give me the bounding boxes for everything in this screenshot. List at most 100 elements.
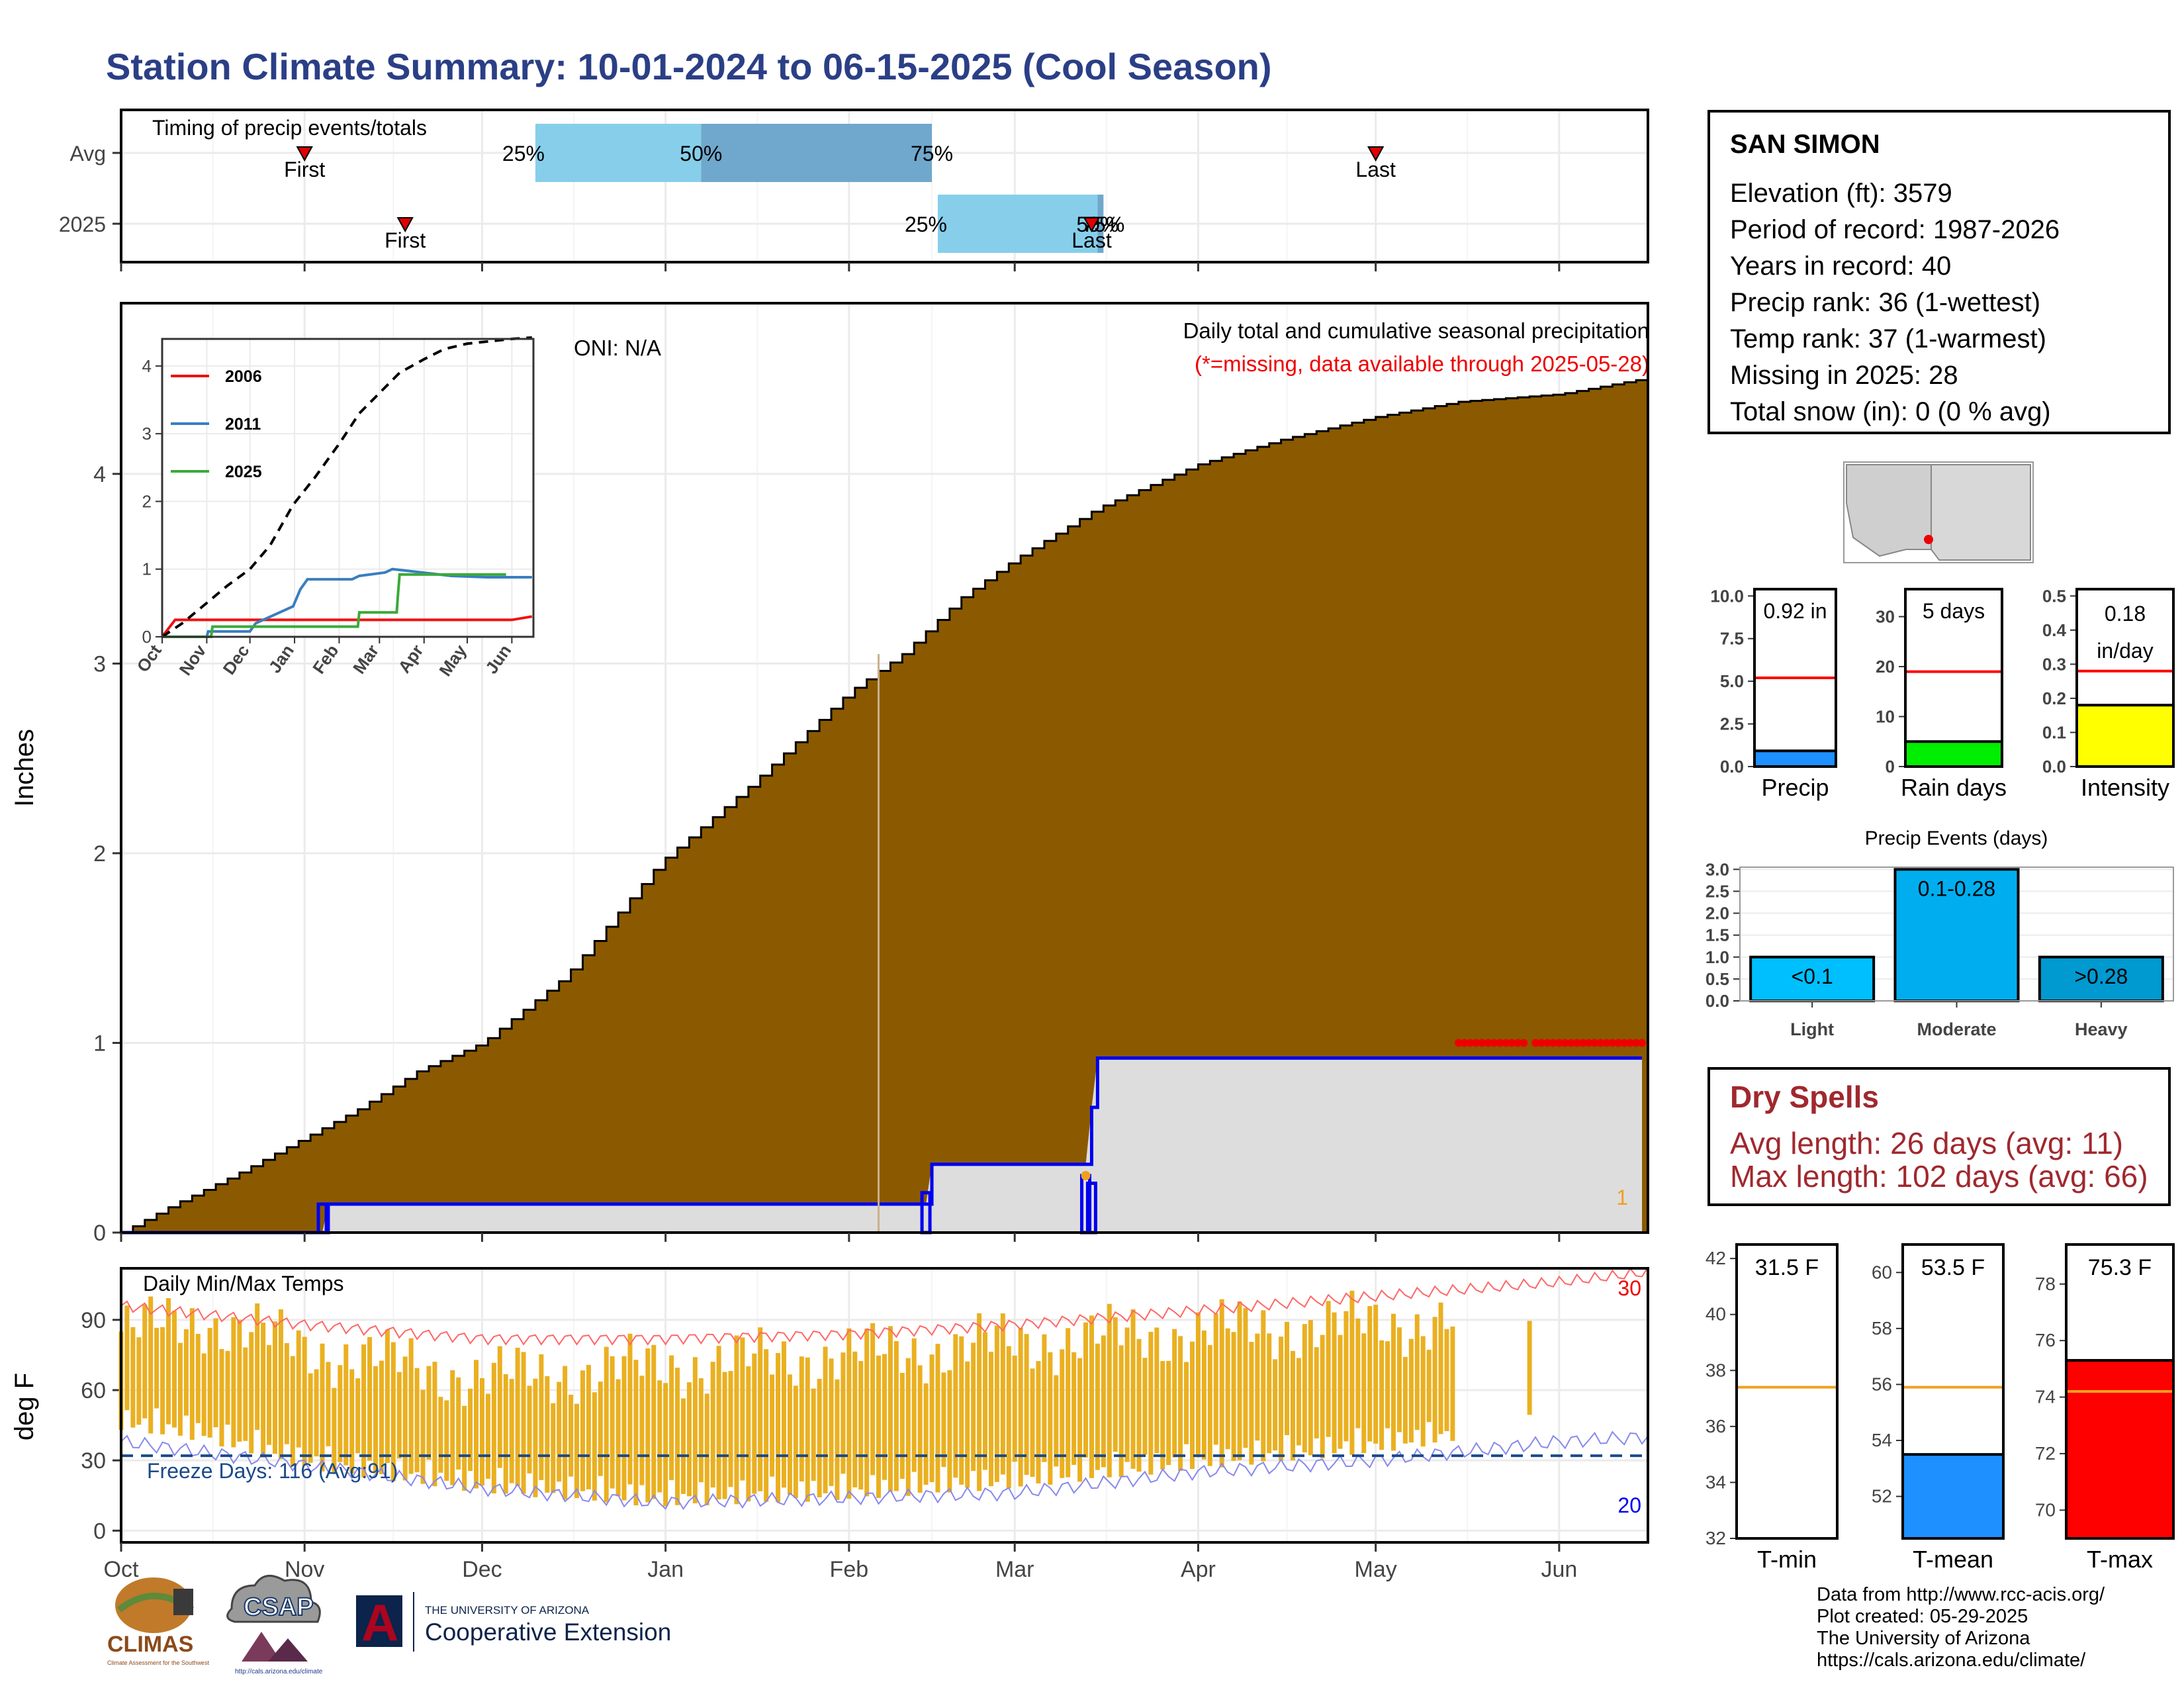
credits: Data from http://www.rcc-acis.org/ Plot …	[1817, 1584, 2105, 1671]
timing-last-label: Last	[1071, 228, 1112, 252]
events-y-tick-label: 1.0	[1706, 947, 1729, 967]
panel-name-T-min: T-min	[1757, 1546, 1817, 1573]
daily-temp-bar	[450, 1370, 455, 1485]
daily-temp-bar	[1060, 1349, 1065, 1478]
daily-temp-bar	[977, 1313, 982, 1491]
daily-temp-bar	[1201, 1330, 1206, 1460]
daily-temp-bar	[479, 1378, 484, 1486]
daily-temp-bar	[1243, 1308, 1248, 1448]
daily-temp-bar	[657, 1380, 662, 1493]
climas-subtext: Climate Assessment for the Southwest	[107, 1660, 210, 1666]
inset-x-tick-label: Feb	[308, 641, 342, 677]
daily-temp-bar	[1338, 1335, 1343, 1449]
panel-frame	[2065, 1243, 2175, 1540]
daily-temp-bar	[124, 1305, 130, 1411]
panel-y-tick-label: 0	[1886, 757, 1895, 776]
daily-temp-bar	[177, 1342, 183, 1436]
avg-max-line	[120, 1266, 1649, 1346]
daily-temp-bar	[1089, 1315, 1094, 1478]
panel-value-label-Rain days: 5 days	[1923, 599, 1985, 623]
daily-temp-bar	[1290, 1350, 1295, 1461]
daily-temp-bar	[249, 1332, 254, 1454]
inset-x-tick-label: Dec	[219, 641, 253, 678]
daily-temp-bar	[692, 1357, 698, 1503]
credit-data-source: Data from http://www.rcc-acis.org/	[1817, 1584, 2105, 1605]
timing-p25-label: 25%	[905, 212, 947, 236]
x-tick-label: Oct	[104, 1557, 139, 1582]
timing-bar-25-50	[937, 195, 1098, 253]
panel-value-bar-Rain days	[1904, 740, 2003, 769]
inset-series-line-avg	[161, 336, 532, 638]
missing-day-marker	[1490, 1039, 1498, 1047]
daily-temp-bar	[420, 1389, 426, 1484]
daily-temp-bar	[195, 1334, 201, 1423]
daily-temp-bar	[1083, 1322, 1089, 1458]
missing-day-marker	[1626, 1039, 1635, 1047]
inset-x-tick-label: Jun	[481, 641, 515, 677]
panel-y-tick-label: 32	[1706, 1528, 1726, 1548]
missing-day-marker	[1520, 1039, 1528, 1047]
daily-temp-bar	[444, 1400, 449, 1481]
temps-title: Daily Min/Max Temps	[143, 1272, 343, 1295]
daily-temp-bar	[574, 1403, 580, 1499]
daily-temp-bar	[462, 1405, 467, 1491]
page-title: Station Climate Summary: 10-01-2024 to 0…	[106, 46, 1272, 87]
timing-bar-50-75	[1097, 195, 1104, 253]
events-y-tick-label: 3.0	[1706, 859, 1729, 879]
panel-y-tick-label: 76	[2035, 1330, 2056, 1350]
daily-temp-bar	[1343, 1311, 1349, 1442]
daily-temp-bar	[675, 1368, 680, 1505]
daily-temp-bar	[332, 1387, 337, 1472]
ua-big-text: Cooperative Extension	[425, 1618, 671, 1646]
daily-temp-bar	[396, 1372, 402, 1459]
daily-temp-bar	[1124, 1327, 1130, 1462]
events-y-tick-label: 0.5	[1706, 969, 1729, 989]
missing-day-marker	[1549, 1039, 1557, 1047]
daily-temp-bar	[917, 1365, 923, 1493]
daily-temp-bar	[1006, 1346, 1011, 1489]
daily-temp-bar	[882, 1354, 887, 1480]
daily-temp-bar	[367, 1336, 373, 1461]
daily-temp-bar	[1118, 1345, 1124, 1477]
station-snow: Total snow (in): 0 (0 % avg)	[1730, 397, 2051, 426]
daily-temp-bar	[456, 1377, 461, 1470]
missing-day-marker	[1602, 1039, 1611, 1047]
daily-temp-bar	[142, 1304, 148, 1419]
daily-temp-bar	[349, 1369, 355, 1474]
average-cumulative-area	[121, 379, 1649, 1234]
daily-temp-bar	[527, 1385, 532, 1474]
y-tick-label: 30	[81, 1448, 106, 1474]
daily-temp-bar	[539, 1354, 544, 1480]
missing-day-marker	[1638, 1039, 1647, 1047]
panel-name-T-mean: T-mean	[1913, 1546, 1993, 1573]
daily-temp-bar	[799, 1356, 804, 1482]
daily-temp-bar	[503, 1374, 508, 1494]
panel-y-tick-label: 52	[1872, 1486, 1892, 1507]
panel-name-Precip: Precip	[1761, 774, 1829, 801]
daily-temp-bar	[758, 1327, 763, 1491]
inset-y-tick-label: 0	[142, 627, 152, 647]
daily-temp-bar	[1178, 1336, 1183, 1472]
daily-temp-bar	[1219, 1299, 1224, 1468]
daily-temp-bar	[1213, 1313, 1218, 1445]
x-tick-label: Mar	[995, 1557, 1034, 1582]
freeze-days-label: Freeze Days: 116 (Avg:91)	[147, 1459, 398, 1483]
daily-temps-chart: 0 30 60 90 Freeze Days: 116 (Avg:91) 30 20 Dail…	[10, 1266, 1649, 1582]
daily-temp-bar	[497, 1346, 502, 1468]
daily-temp-bar	[829, 1358, 834, 1486]
timing-p75-label: 75%	[911, 142, 953, 165]
daily-temp-bar	[988, 1352, 993, 1487]
daily-temp-bar	[935, 1344, 940, 1493]
timing-bar-50-75	[701, 124, 933, 182]
inset-y-tick-label: 4	[142, 356, 152, 376]
daily-temp-bar	[610, 1356, 615, 1489]
daily-temp-bar	[1326, 1301, 1331, 1437]
timing-bar-25-50	[535, 124, 702, 182]
daily-temp-bar	[1095, 1343, 1100, 1470]
daily-temp-bar	[645, 1348, 651, 1503]
daily-temp-bar	[1101, 1335, 1106, 1468]
daily-temp-bar	[1113, 1317, 1118, 1452]
y-tick-label: 4	[93, 462, 106, 487]
daily-temp-bar	[302, 1336, 307, 1466]
